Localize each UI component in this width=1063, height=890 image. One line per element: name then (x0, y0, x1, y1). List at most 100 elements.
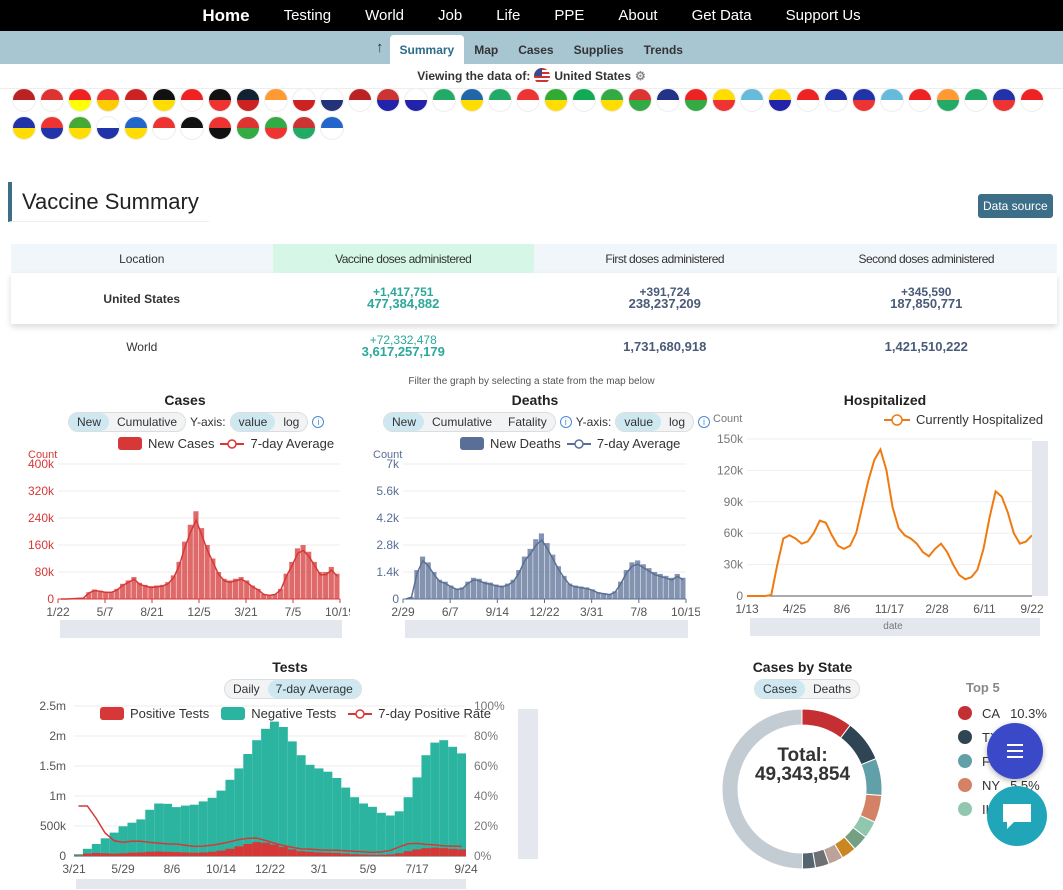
toggle-cases[interactable]: Cases (755, 680, 806, 698)
tab-cases[interactable]: Cases (518, 43, 554, 57)
tab-map[interactable]: Map (474, 43, 499, 57)
country-flag-icon[interactable] (600, 88, 624, 112)
country-flag-icon[interactable] (180, 116, 204, 140)
table-row[interactable]: United States +1,417,751 477,384,882 +39… (11, 273, 1057, 324)
country-flag-icon[interactable] (208, 88, 232, 112)
toggle-deaths[interactable]: Deaths (813, 682, 852, 696)
nav-about[interactable]: About (618, 7, 658, 24)
toggle-log[interactable]: log (669, 415, 686, 429)
info-icon[interactable]: i (559, 416, 572, 428)
country-flag-icon[interactable] (488, 88, 512, 112)
deaths-chart[interactable]: Count 0 1.4k 2.8k 4.2k 5.6k 7k 2/29 6/7 9/14 12/22… (365, 440, 700, 640)
country-flag-icon[interactable] (348, 88, 372, 112)
viewing-country[interactable]: United States (554, 69, 632, 83)
country-flag-icon[interactable] (460, 88, 484, 112)
nav-life[interactable]: Life (496, 7, 521, 24)
country-flag-icon[interactable] (124, 116, 148, 140)
country-flag-icon[interactable] (964, 88, 988, 112)
nav-ppe[interactable]: PPE (554, 7, 585, 24)
nav-home[interactable]: Home (202, 5, 250, 25)
toggle-new[interactable]: New (69, 413, 110, 431)
legend-label[interactable]: 7-day Average (250, 436, 335, 451)
bystate-donut-chart[interactable] (715, 702, 895, 872)
country-flag-icon[interactable] (1020, 88, 1044, 112)
country-flag-icon[interactable] (152, 88, 176, 112)
toggle-log[interactable]: log (283, 415, 300, 429)
chat-button[interactable] (987, 786, 1047, 846)
nav-get-data[interactable]: Get Data (691, 7, 752, 24)
country-flag-icon[interactable] (40, 88, 64, 112)
country-flag-icon[interactable] (264, 88, 288, 112)
legend-label[interactable]: Positive Tests (130, 706, 210, 721)
info-icon[interactable]: i (312, 416, 325, 428)
legend-label[interactable]: Negative Tests (251, 706, 337, 721)
country-flag-icon[interactable] (12, 116, 36, 140)
legend-label[interactable]: 7-day Positive Rate (378, 706, 492, 721)
country-flag-icon[interactable] (656, 88, 680, 112)
country-flag-icon[interactable] (124, 88, 148, 112)
country-flag-icon[interactable] (236, 88, 260, 112)
country-flag-icon[interactable] (12, 88, 36, 112)
country-flag-icon[interactable] (684, 88, 708, 112)
toggle-cumulative[interactable]: Cumulative (117, 415, 178, 429)
nav-job[interactable]: Job (438, 7, 463, 24)
tab-trends[interactable]: Trends (643, 43, 683, 57)
header-second-doses[interactable]: Second doses administered (858, 251, 995, 266)
nav-world[interactable]: World (365, 7, 404, 24)
legend-label[interactable]: Currently Hospitalized (916, 412, 1044, 427)
country-flag-icon[interactable] (516, 88, 540, 112)
country-flag-icon[interactable] (152, 116, 176, 140)
cases-chart[interactable]: Count 0 80k 160k 240k 320k 400k 1/22 5/7 8/21 12/5… (20, 440, 350, 640)
country-flag-icon[interactable] (292, 88, 316, 112)
nav-testing[interactable]: Testing (283, 7, 332, 24)
data-source-button[interactable]: Data source (978, 194, 1053, 218)
country-flag-icon[interactable] (628, 88, 652, 112)
toggle-daily[interactable]: Daily (233, 682, 260, 696)
country-flag-icon[interactable] (880, 88, 904, 112)
country-flag-icon[interactable] (236, 116, 260, 140)
toggle-fatality[interactable]: Fatality (508, 415, 547, 429)
toggle-value[interactable]: value (230, 413, 276, 431)
country-flag-icon[interactable] (992, 88, 1016, 112)
nav-support-us[interactable]: Support Us (785, 7, 861, 24)
country-flag-icon[interactable] (180, 88, 204, 112)
header-location[interactable]: Location (119, 251, 165, 266)
header-first-doses[interactable]: First doses administered (605, 251, 725, 266)
country-flag-icon[interactable] (68, 88, 92, 112)
country-flag-icon[interactable] (432, 88, 456, 112)
hosp-chart[interactable]: Count 0 30k 60k 90k 120k 150k 1/13 4/25 8/6 11/17 2… (705, 410, 1060, 640)
legend-label[interactable]: New Deaths (490, 436, 561, 451)
country-flag-icon[interactable] (404, 88, 428, 112)
tab-supplies[interactable]: Supplies (573, 43, 624, 57)
country-flag-icon[interactable] (68, 116, 92, 140)
country-flag-icon[interactable] (208, 116, 232, 140)
country-flag-icon[interactable] (572, 88, 596, 112)
top5-item[interactable]: CA 10.3% (958, 701, 1047, 725)
country-flag-icon[interactable] (936, 88, 960, 112)
country-flag-icon[interactable] (264, 116, 288, 140)
country-flag-icon[interactable] (376, 88, 400, 112)
country-flag-icon[interactable] (320, 116, 344, 140)
tab-summary[interactable]: Summary (389, 35, 465, 64)
toggle-value[interactable]: value (616, 413, 661, 431)
header-vaccine-doses[interactable]: Vaccine doses administered (272, 244, 534, 273)
country-flag-icon[interactable] (712, 88, 736, 112)
tests-chart[interactable]: 0 0% 500k 20% 1m 40% 1.5m 60% 2m 80% 2.5m 100% 3/21 5… (20, 695, 550, 890)
gear-icon[interactable]: ⚙ (635, 69, 646, 83)
menu-fab-button[interactable] (987, 723, 1043, 779)
country-flag-icon[interactable] (544, 88, 568, 112)
legend-label[interactable]: New Cases (148, 436, 215, 451)
info-icon[interactable]: i (698, 416, 711, 428)
country-flag-icon[interactable] (292, 116, 316, 140)
country-flag-icon[interactable] (96, 116, 120, 140)
toggle-cumulative[interactable]: Cumulative (432, 415, 493, 429)
country-flag-icon[interactable] (852, 88, 876, 112)
country-flag-icon[interactable] (768, 88, 792, 112)
toggle-7day[interactable]: 7-day Average (267, 680, 361, 698)
legend-label[interactable]: 7-day Average (596, 436, 681, 451)
country-flag-icon[interactable] (740, 88, 764, 112)
table-row[interactable]: World +72,332,478 3,617,257,179 1,731,68… (11, 324, 1057, 369)
scroll-top-icon[interactable]: ↑ (376, 39, 384, 56)
toggle-new[interactable]: New (384, 413, 425, 431)
country-flag-icon[interactable] (908, 88, 932, 112)
